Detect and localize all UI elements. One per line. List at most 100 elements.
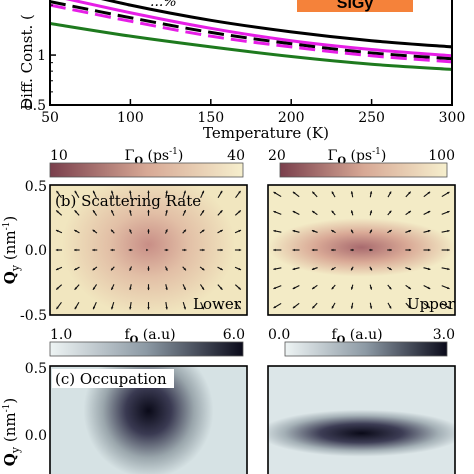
quiver-arrowhead xyxy=(92,229,96,233)
quiver-arrowhead xyxy=(111,287,114,290)
quiver-arrowhead xyxy=(427,286,431,289)
x-tick-label: 150 xyxy=(197,110,224,126)
quiver-arrowhead xyxy=(92,190,96,194)
quiver-arrowhead xyxy=(92,210,96,213)
series-line-0 xyxy=(100,0,452,49)
panel-c-title: (c) Occupation xyxy=(55,370,167,388)
top-line-chart: 50 100 150 200 250 300 0.51 Temperature (K) D… xyxy=(18,0,465,142)
x-tick-label: 50 xyxy=(41,110,59,126)
quiver-arrowhead xyxy=(427,191,431,195)
quiver-arrowhead xyxy=(129,190,132,194)
quiver-arrowhead xyxy=(273,192,277,195)
panel-c: (c) Occupation 0.5 0.0 Qy (nm-1) xyxy=(1,361,456,474)
y-tick-label: 1 xyxy=(37,48,46,64)
top-x-axis-label: Temperature (K) xyxy=(203,124,329,142)
quiver-arrowhead xyxy=(165,268,168,271)
quiver-arrowhead xyxy=(370,248,373,252)
quiver-arrowhead xyxy=(292,267,296,271)
quiver-arrowhead xyxy=(446,192,450,195)
quiver-arrowhead xyxy=(446,305,450,308)
quiver-arrowhead xyxy=(427,267,431,271)
quiver-arrowhead xyxy=(312,305,315,309)
quiver-arrowhead xyxy=(74,248,77,252)
quiver-arrowhead xyxy=(74,306,78,310)
quiver-arrowhead xyxy=(331,191,335,195)
quiver-arrowhead xyxy=(331,305,335,309)
quiver-arrowhead xyxy=(238,248,242,252)
quiver-arrowhead xyxy=(147,190,150,193)
quiver-arrowhead xyxy=(183,190,186,194)
panel-b-title: (b) Scattering Rate xyxy=(55,192,201,210)
quiver-arrowhead xyxy=(165,306,168,310)
quiver-arrowhead xyxy=(331,230,334,233)
quiver-arrowhead xyxy=(55,229,59,233)
quiver-arrowhead xyxy=(111,267,114,271)
quiver-arrowhead xyxy=(129,268,132,271)
quiver-arrowhead xyxy=(238,287,241,290)
quiver-arrowhead xyxy=(183,287,186,290)
quiver-arrowhead xyxy=(292,286,296,289)
quiver-arrowhead xyxy=(74,287,78,290)
b-ytick-mid: 0.0 xyxy=(25,243,47,259)
rate-lower-frame xyxy=(49,184,248,316)
quiver-arrowhead xyxy=(369,306,373,309)
b-ytick-bot: -0.5 xyxy=(20,308,47,324)
quiver-arrowhead xyxy=(129,287,132,291)
quiver-arrowhead xyxy=(165,209,168,213)
quiver-arrowhead xyxy=(92,267,96,271)
x-tick-label: 300 xyxy=(439,110,466,126)
x-tick-label: 250 xyxy=(358,110,385,126)
quiver-arrowhead xyxy=(55,267,59,271)
quiver-arrowhead xyxy=(427,229,431,233)
panel-c-title-bg xyxy=(52,369,174,388)
quiver-arrowhead xyxy=(408,191,411,195)
quiver-arrowhead xyxy=(408,286,411,290)
quiver-arrowhead xyxy=(388,210,392,214)
quiver-arrowhead xyxy=(292,211,296,214)
top-y-ticks: 0.51 xyxy=(24,4,56,114)
quiver-arrowhead xyxy=(311,230,315,233)
quiver-arrowhead xyxy=(312,286,315,290)
quiver-arrowhead xyxy=(350,287,354,290)
top-annotation: ...% xyxy=(150,0,177,10)
lower-label: Lower xyxy=(193,295,242,313)
quiver-arrowhead xyxy=(388,191,392,195)
occ-cb-right-min: 0.0 xyxy=(268,327,290,343)
quiver-arrowhead xyxy=(351,229,354,233)
b-ytick-top: 0.5 xyxy=(25,179,47,195)
quiver-arrowhead xyxy=(165,229,168,232)
quiver-arrowhead xyxy=(447,229,450,233)
quiver-arrowhead xyxy=(311,248,315,252)
top-series-group xyxy=(50,0,452,71)
quiver-arrowhead xyxy=(273,229,276,233)
series-line-3 xyxy=(50,3,452,64)
quiver-arrowhead xyxy=(312,210,315,214)
quiver-arrowhead xyxy=(428,248,431,252)
quiver-arrowhead xyxy=(147,268,150,271)
series-line-1 xyxy=(65,0,452,58)
quiver-arrowhead xyxy=(388,286,392,290)
quiver-arrowhead xyxy=(369,287,373,290)
quiver-arrowhead xyxy=(92,287,96,290)
quiver-arrowhead xyxy=(74,267,77,271)
quiver-arrowhead xyxy=(202,248,205,252)
quiver-arrowhead xyxy=(312,191,315,195)
quiver-arrowhead xyxy=(183,210,186,213)
quiver-arrowhead xyxy=(201,210,205,213)
top-y-axis-label: Diff. Const. ( xyxy=(18,14,36,110)
quiver-arrowhead xyxy=(292,248,295,252)
quiver-arrowhead xyxy=(238,210,241,213)
quiver-arrowhead xyxy=(369,191,373,194)
rate-cb-left-min: 10 xyxy=(50,148,68,164)
quiver-arrowhead xyxy=(74,190,78,194)
quiver-arrowhead xyxy=(219,306,223,310)
quiver-arrowhead xyxy=(238,306,241,310)
quiver-arrowhead xyxy=(331,248,334,252)
quiver-arrowhead xyxy=(201,190,205,194)
quiver-arrowhead xyxy=(427,211,431,214)
quiver-arrowhead xyxy=(350,210,354,213)
quiver-arrowhead xyxy=(219,287,223,290)
quiver-arrowhead xyxy=(201,287,205,290)
series-line-2 xyxy=(50,0,452,61)
quiver-arrowhead xyxy=(446,286,450,290)
